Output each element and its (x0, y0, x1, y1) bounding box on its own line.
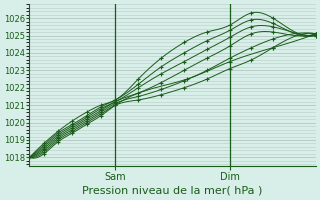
X-axis label: Pression niveau de la mer( hPa ): Pression niveau de la mer( hPa ) (83, 186, 263, 196)
